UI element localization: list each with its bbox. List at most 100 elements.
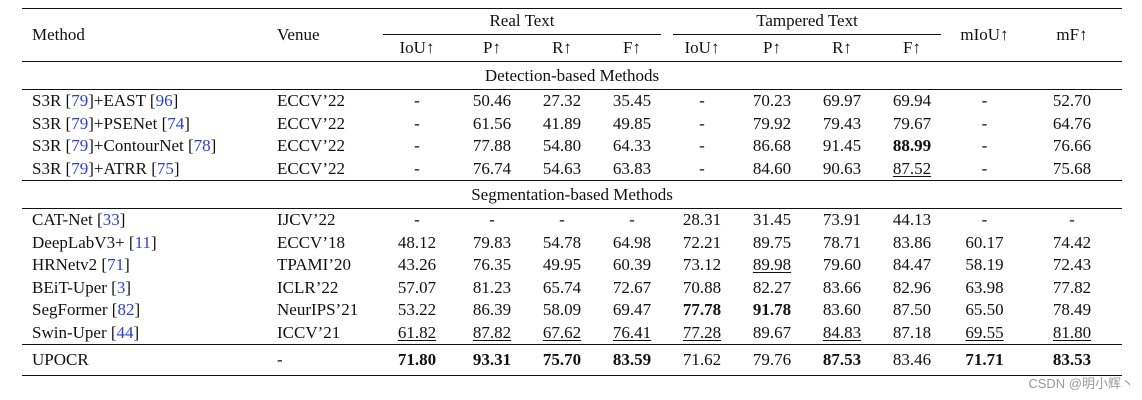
value-cell: 77.88 [472, 136, 512, 156]
value-cell: 79.83 [472, 232, 512, 252]
method-name: HRNetv2 [32, 255, 98, 275]
table-row: CAT-Net [33] IJCV’22 - - - - 28.31 31.45 73.91 44… [22, 209, 1122, 232]
value-cell: 87.82 [457, 321, 527, 345]
csdn-watermark: CSDN @明小辉丶 [1028, 376, 1134, 391]
value-cell: 64.76 [1052, 113, 1092, 133]
method-suffix: +EAST [93, 91, 146, 111]
value-cell: 43.26 [397, 255, 437, 275]
venue-cell: ECCV’22 [277, 113, 345, 133]
table-row: HRNetv2 [71] TPAMI’20 43.26 76.35 49.95 60.39… [22, 254, 1122, 277]
value-cell: 91.78 [752, 300, 792, 320]
value-cell: 27.32 [542, 91, 582, 111]
ours-rows: UPOCR -71.80 93.31 75.70 83.59 71.62 79.76 87.5… [22, 344, 1123, 376]
table-row: S3R [79]+PSENet [74] ECCV’22 - 61.56 41.89 49… [22, 113, 1122, 136]
header-real-iou: IoU↑ [377, 35, 457, 62]
header-tampered-p: P↑ [737, 35, 807, 62]
venue-cell: ECCV’22 [277, 136, 345, 156]
value-cell: 79.60 [822, 255, 862, 275]
value-cell: 77.28 [667, 321, 737, 345]
citation-ref: 11 [134, 232, 151, 252]
value-cell: 78.49 [1052, 300, 1092, 320]
value-cell: 48.12 [397, 232, 437, 252]
value-cell: 89.67 [737, 321, 807, 345]
citation-ref: 74 [167, 113, 185, 133]
value-cell: 71.80 [377, 344, 457, 376]
value-cell: - [559, 210, 565, 230]
value-cell: - [699, 136, 705, 156]
citation-ref: 82 [117, 300, 135, 320]
value-cell: 49.95 [542, 255, 582, 275]
value-cell: - [489, 210, 495, 230]
value-cell: - [414, 136, 420, 156]
section-title-segmentation: Segmentation-based Methods [22, 180, 1123, 209]
citation-ref: 96 [155, 91, 173, 111]
value-cell: 61.82 [377, 321, 457, 345]
table-row: BEiT-Uper [3] ICLR’22 57.07 81.23 65.74 72.67… [22, 277, 1122, 300]
value-cell: 78.71 [822, 232, 862, 252]
value-cell: 71.62 [667, 344, 737, 376]
value-cell: 64.33 [612, 136, 652, 156]
value-cell: 91.45 [822, 136, 862, 156]
section-detection: Detection-based Methods [22, 61, 1123, 90]
value-cell: 83.53 [1022, 344, 1123, 376]
value-cell: 73.91 [822, 210, 862, 230]
value-cell: 83.66 [822, 277, 862, 297]
value-cell: 70.23 [752, 91, 792, 111]
citation-ref: 3 [116, 277, 126, 297]
method-name: S3R [32, 158, 62, 178]
value-cell: 83.60 [822, 300, 862, 320]
method-name: UPOCR [32, 350, 89, 369]
header-real-f: F↑ [597, 35, 667, 62]
value-cell: 88.99 [892, 136, 932, 156]
method-name: S3R [32, 91, 62, 111]
citation-ref: 79 [71, 113, 89, 133]
value-cell: 72.67 [612, 277, 652, 297]
header-real-text: Real Text [377, 8, 667, 35]
value-cell: 82.96 [892, 277, 932, 297]
value-cell: 71.71 [947, 344, 1023, 376]
value-cell: 86.39 [472, 300, 512, 320]
header-tampered-iou: IoU↑ [667, 35, 737, 62]
citation-ref: 75 [156, 158, 174, 178]
value-cell: 73.12 [682, 255, 722, 275]
value-cell: 83.59 [597, 344, 667, 376]
segmentation-rows: CAT-Net [33] IJCV’22 - - - - 28.31 31.45 73.91 44… [22, 209, 1123, 345]
value-cell: 63.83 [597, 157, 667, 181]
venue-cell: ICCV’21 [267, 321, 377, 345]
value-cell: - [629, 210, 635, 230]
header-miou: mIoU↑ [947, 8, 1023, 62]
value-cell: 35.45 [612, 91, 652, 111]
value-cell: 84.83 [807, 321, 877, 345]
value-cell: 69.94 [892, 91, 932, 111]
value-cell: 69.97 [822, 91, 862, 111]
results-table: Method Venue Real Text Tampered Text mIo… [22, 8, 1123, 376]
value-cell: 54.78 [542, 232, 582, 252]
value-cell: 54.80 [542, 136, 582, 156]
value-cell: 76.66 [1052, 136, 1092, 156]
value-cell: 67.62 [527, 321, 597, 345]
section-segmentation: Segmentation-based Methods [22, 180, 1123, 209]
citation-ref: 79 [71, 91, 89, 111]
venue-cell: ECCV’18 [277, 232, 345, 252]
value-cell: 84.47 [892, 255, 932, 275]
results-table-container: Method Venue Real Text Tampered Text mIo… [22, 8, 1123, 376]
value-cell: 61.56 [472, 113, 512, 133]
value-cell: 64.98 [612, 232, 652, 252]
value-cell: - [667, 157, 737, 181]
value-cell: 82.27 [752, 277, 792, 297]
detection-rows: S3R [79]+EAST [96] ECCV’22-50.46 27.32 35.4… [22, 90, 1123, 181]
value-cell: 69.55 [947, 321, 1023, 345]
venue-cell: TPAMI’20 [277, 255, 351, 275]
table-row: DeepLabV3+ [11] ECCV’18 48.12 79.83 54.78 64.… [22, 232, 1122, 255]
value-cell: 84.60 [737, 157, 807, 181]
value-cell: 58.09 [542, 300, 582, 320]
citation-ref: 71 [107, 255, 125, 275]
value-cell: 83.46 [877, 344, 948, 376]
value-cell: 86.68 [752, 136, 792, 156]
citation-ref: 78 [193, 136, 211, 156]
value-cell: - [981, 136, 988, 156]
venue-cell: ECCV’22 [267, 157, 377, 181]
table-row: SegFormer [82] NeurIPS’21 53.22 86.39 58.09 6… [22, 299, 1122, 322]
value-cell: - [1069, 210, 1075, 230]
value-cell: 89.75 [752, 232, 792, 252]
